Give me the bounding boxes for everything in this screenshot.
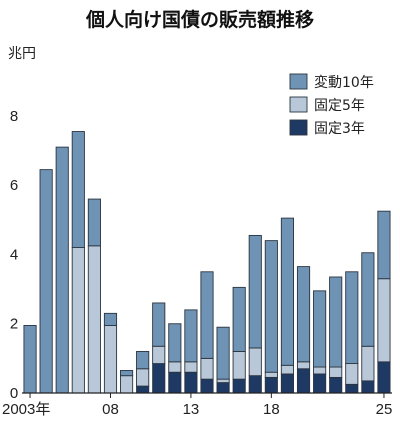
y-tick-label: 4 — [10, 246, 18, 263]
bar-segment — [87, 198, 101, 247]
bar-segment — [232, 286, 246, 352]
legend-label: 固定3年 — [314, 121, 365, 137]
bar-segment — [329, 366, 343, 378]
bar-segment — [103, 325, 118, 394]
legend-swatch — [289, 119, 308, 136]
bar-segment — [168, 323, 182, 363]
bars — [23, 131, 391, 394]
bar-segment — [264, 371, 278, 378]
bar-segment — [361, 380, 375, 394]
bar-segment — [329, 376, 343, 394]
bar-segment — [280, 373, 295, 394]
y-tick-label: 0 — [10, 385, 18, 402]
bar-segment — [216, 378, 230, 384]
chart-title: 個人向け国債の販売額推移 — [85, 8, 314, 31]
bar-segment — [152, 302, 166, 347]
x-tick-label: 2003年 — [2, 401, 50, 418]
bar-segment — [168, 361, 182, 373]
bar-segment — [248, 234, 262, 349]
bar-segment — [136, 350, 150, 370]
legend-label: 固定5年 — [314, 98, 365, 114]
y-axis-unit-label: 兆円 — [8, 46, 36, 62]
bar-segment — [184, 371, 198, 394]
bar-segment — [280, 364, 295, 375]
bar-segment — [313, 290, 327, 368]
x-tick-label: 25 — [376, 401, 393, 418]
bar-segment — [361, 345, 375, 382]
bar-segment — [55, 146, 69, 394]
bar-segment — [329, 276, 343, 368]
bar-segment — [377, 210, 391, 280]
bar-segment — [103, 312, 118, 326]
x-axis-ticks: 2003年 08 13 18 25 — [2, 393, 392, 418]
bar-segment — [232, 350, 246, 380]
bar-segment — [152, 345, 166, 365]
x-tick-label: 08 — [102, 401, 119, 418]
legend-swatch — [289, 96, 308, 113]
bar-segment — [361, 252, 375, 347]
x-tick-label: 18 — [263, 401, 280, 418]
bar-segment — [216, 382, 230, 394]
legend-swatch — [289, 73, 308, 90]
bar-segment — [152, 363, 166, 394]
bar-segment — [136, 385, 150, 394]
y-tick-label: 8 — [10, 108, 18, 125]
bar-segment — [296, 368, 311, 394]
bar-segment — [313, 373, 327, 394]
bar-segment — [377, 278, 391, 363]
bar-segment — [296, 266, 311, 363]
bar-segment — [345, 271, 359, 365]
bar-segment — [119, 370, 134, 377]
bar-segment — [71, 131, 85, 248]
bar-segment — [23, 325, 37, 394]
bar-segment — [377, 361, 391, 394]
bar-segment — [184, 309, 198, 363]
bar-segment — [87, 245, 101, 394]
bar-segment — [232, 378, 246, 394]
bar-segment — [200, 357, 214, 380]
bar-segment — [313, 366, 327, 375]
y-tick-label: 6 — [10, 177, 18, 194]
bar-segment — [264, 376, 278, 394]
bar-segment — [119, 375, 134, 394]
bar-segment — [71, 247, 85, 394]
bar-segment — [184, 361, 198, 373]
bar-segment — [200, 378, 214, 394]
bar-segment — [296, 361, 311, 370]
bar-segment — [168, 371, 182, 394]
legend-label: 変動10年 — [314, 74, 374, 91]
bar-segment — [280, 217, 295, 366]
bar-segment — [248, 375, 262, 394]
bar-segment — [345, 383, 359, 394]
bar-segment — [39, 169, 53, 394]
bar-segment — [216, 326, 230, 380]
bar-segment — [345, 363, 359, 385]
bar-segment — [200, 271, 214, 359]
x-tick-label: 13 — [183, 401, 200, 418]
y-tick-label: 2 — [10, 316, 18, 333]
bar-segment — [264, 240, 278, 373]
bar-segment — [248, 347, 262, 377]
bar-segment — [136, 368, 150, 387]
y-axis-ticks: 0 2 4 6 8 — [10, 108, 18, 402]
